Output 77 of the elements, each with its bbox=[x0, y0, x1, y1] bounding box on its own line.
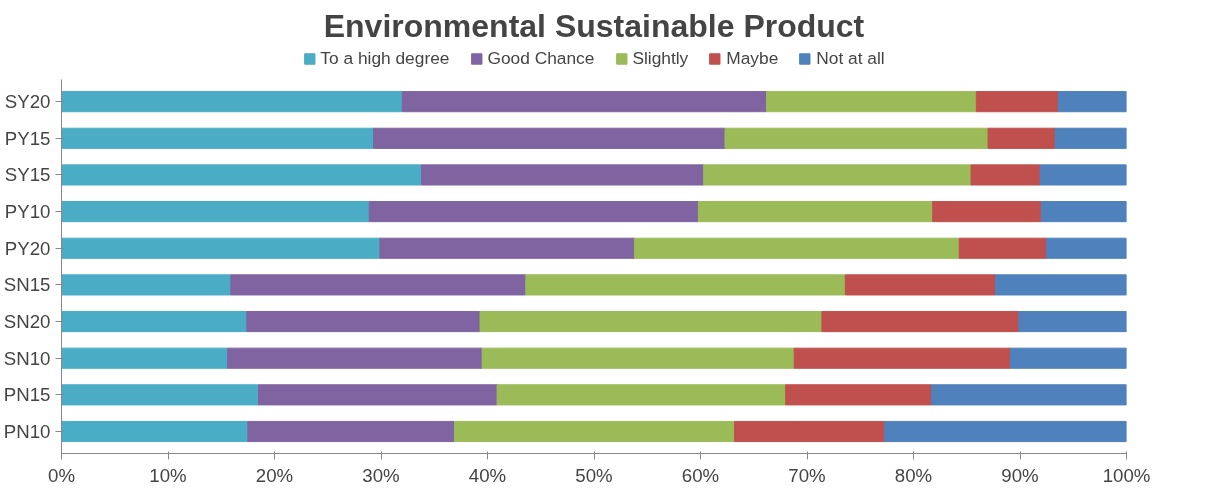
bar bbox=[61, 127, 375, 149]
legend-label: Not at all bbox=[816, 48, 885, 69]
bar bbox=[844, 274, 997, 296]
bar bbox=[61, 347, 229, 369]
legend-label: Good Chance bbox=[487, 48, 595, 69]
bar bbox=[479, 310, 823, 333]
x-tick-label: 0% bbox=[48, 464, 75, 486]
x-tick-label: 40% bbox=[468, 464, 507, 486]
y-tick-label: SY20 bbox=[4, 91, 51, 113]
bar bbox=[61, 420, 249, 443]
x-tick-label: 70% bbox=[788, 464, 826, 486]
x-tick-label: 80% bbox=[894, 464, 933, 486]
bar bbox=[481, 347, 795, 369]
legend-label: Maybe bbox=[726, 48, 779, 69]
bar bbox=[61, 237, 381, 259]
bar bbox=[958, 237, 1048, 259]
bar bbox=[766, 91, 977, 113]
bar bbox=[453, 420, 736, 443]
bar bbox=[61, 201, 370, 223]
bar bbox=[61, 384, 260, 406]
bar bbox=[970, 164, 1041, 186]
bar bbox=[496, 384, 787, 406]
y-tick-label: PY20 bbox=[4, 237, 51, 259]
x-tick-label: 10% bbox=[149, 464, 187, 486]
bar bbox=[821, 310, 1020, 333]
bar bbox=[697, 201, 934, 223]
bar bbox=[373, 127, 726, 149]
bar bbox=[884, 420, 1127, 443]
y-tick-label: SN20 bbox=[3, 311, 51, 333]
bar bbox=[368, 201, 699, 223]
y-tick-label: SY15 bbox=[4, 164, 51, 186]
bar bbox=[734, 420, 886, 443]
y-tick-label: PY15 bbox=[4, 127, 51, 149]
chart-title: Environmental Sustainable Product bbox=[323, 7, 865, 44]
x-tick-label: 30% bbox=[362, 464, 400, 486]
legend-label: Slightly bbox=[632, 48, 689, 69]
bar bbox=[401, 91, 768, 113]
bar bbox=[258, 384, 498, 406]
x-tick-label: 60% bbox=[681, 464, 720, 486]
bar bbox=[995, 274, 1127, 296]
bar bbox=[975, 91, 1059, 113]
bar bbox=[1046, 237, 1127, 259]
x-tick-label: 90% bbox=[1001, 464, 1039, 486]
bar bbox=[703, 164, 972, 186]
y-tick-label: PN10 bbox=[3, 421, 51, 443]
bar bbox=[1039, 164, 1127, 186]
bar bbox=[61, 91, 403, 113]
bar bbox=[932, 201, 1042, 223]
bar bbox=[61, 164, 422, 186]
bar bbox=[1057, 91, 1127, 113]
bar bbox=[1018, 310, 1127, 333]
x-tick-label: 100% bbox=[1102, 464, 1151, 486]
bar bbox=[227, 347, 483, 369]
bar bbox=[247, 420, 455, 443]
legend-label: To a high degree bbox=[320, 48, 450, 69]
y-tick-label: PN15 bbox=[3, 384, 51, 406]
bar bbox=[61, 274, 232, 296]
y-tick-label: PY10 bbox=[4, 201, 51, 223]
y-tick-label: SN10 bbox=[3, 347, 51, 369]
bar bbox=[379, 237, 635, 259]
bar bbox=[931, 384, 1127, 406]
bar bbox=[230, 274, 527, 296]
bar bbox=[246, 310, 481, 333]
x-tick-label: 50% bbox=[575, 464, 613, 486]
y-tick-label: SN15 bbox=[3, 274, 51, 296]
bar bbox=[420, 164, 705, 186]
bar bbox=[793, 347, 1011, 369]
bar bbox=[61, 310, 248, 333]
bar bbox=[1009, 347, 1127, 369]
bar bbox=[525, 274, 846, 296]
bar bbox=[1040, 201, 1127, 223]
bar bbox=[785, 384, 933, 406]
bar bbox=[633, 237, 960, 259]
bar bbox=[724, 127, 989, 149]
bar bbox=[987, 127, 1056, 149]
bar bbox=[1054, 127, 1127, 149]
x-tick-label: 20% bbox=[255, 464, 294, 486]
